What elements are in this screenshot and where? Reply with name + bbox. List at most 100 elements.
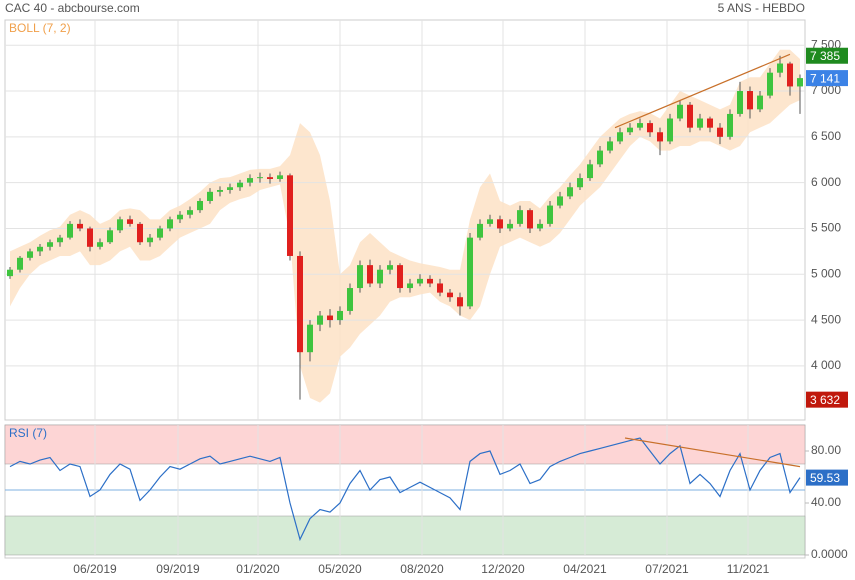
candle-body xyxy=(747,91,753,110)
candle-body xyxy=(337,310,343,321)
candle-body xyxy=(187,210,193,215)
candle-body xyxy=(527,210,533,229)
candle-body xyxy=(107,230,113,243)
candle-body xyxy=(227,187,233,190)
y-tick-label: 5 000 xyxy=(811,266,841,280)
candle-body xyxy=(117,219,123,231)
candle-body xyxy=(47,242,53,247)
candle-body xyxy=(387,265,393,270)
candle-body xyxy=(307,324,313,353)
y-tick-label: 7 000 xyxy=(811,83,841,97)
y-tick-label: 6 500 xyxy=(811,129,841,143)
candle-body xyxy=(457,297,463,307)
candle-body xyxy=(657,132,663,142)
value-box xyxy=(806,70,848,87)
candle-body xyxy=(437,283,443,293)
value-box xyxy=(806,469,848,486)
x-tick-label: 09/2019 xyxy=(156,562,200,576)
candle-body xyxy=(317,315,323,325)
candle-body xyxy=(677,104,683,119)
candle-body xyxy=(77,223,83,229)
candle-body xyxy=(427,278,433,284)
candle-body xyxy=(517,210,523,224)
candle-body xyxy=(67,223,73,238)
value-label: 7 385 xyxy=(810,49,840,63)
x-tick-label: 06/2019 xyxy=(73,562,117,576)
candle-body xyxy=(377,269,383,284)
candle-body xyxy=(407,283,413,289)
candle-body xyxy=(647,123,653,133)
rsi-line xyxy=(9,437,801,542)
candle-body xyxy=(497,219,503,229)
candle-body xyxy=(97,242,103,247)
value-box xyxy=(806,47,848,64)
candle-body xyxy=(177,214,183,220)
candle-body xyxy=(587,164,593,179)
candle-body xyxy=(447,292,453,298)
value-box xyxy=(806,391,848,408)
candle-body xyxy=(467,237,473,307)
candle-body xyxy=(767,72,773,96)
candle-body xyxy=(777,63,783,73)
candle-body xyxy=(787,63,793,87)
candle-body xyxy=(607,141,613,151)
chart-title: CAC 40 - abcbourse.com xyxy=(5,1,140,15)
candle-body xyxy=(577,178,583,188)
candle-body xyxy=(507,223,513,229)
x-tick-label: 11/2021 xyxy=(727,562,770,576)
x-tick-label: 08/2020 xyxy=(400,562,444,576)
y-tick-label: 40.00 xyxy=(811,495,841,509)
candle-body xyxy=(217,189,223,192)
candle-body xyxy=(267,177,273,179)
candle-body xyxy=(487,219,493,224)
y-tick-label: 5 500 xyxy=(811,221,841,235)
x-tick-label: 07/2021 xyxy=(645,562,689,576)
candle-body xyxy=(127,219,133,224)
candle-body xyxy=(627,127,633,133)
candle-body xyxy=(727,113,733,137)
candle-body xyxy=(737,91,743,114)
candle-body xyxy=(37,246,43,252)
candle-body xyxy=(277,175,283,179)
x-tick-label: 01/2020 xyxy=(236,562,280,576)
candle-body xyxy=(537,223,543,229)
rsi-zone xyxy=(4,515,806,556)
candle-body xyxy=(157,228,163,238)
candle-body xyxy=(707,118,713,128)
candle-body xyxy=(397,265,403,289)
candle-body xyxy=(637,123,643,128)
candle-body xyxy=(147,237,153,243)
candle-body xyxy=(757,95,763,110)
candle-body xyxy=(667,118,673,142)
candle-body xyxy=(797,78,803,87)
candle-body xyxy=(237,182,243,188)
y-tick-label: 4 500 xyxy=(811,312,841,326)
candle-body xyxy=(87,228,93,247)
candle-body xyxy=(297,255,303,353)
y-tick-label: 80.00 xyxy=(811,443,841,457)
value-label: 59.53 xyxy=(810,471,840,485)
y-tick-label: 4 000 xyxy=(811,358,841,372)
rsi-layer: 0.0000 40.00 80.00 06/2019 09/2019 01/2020 05/… xyxy=(4,424,848,576)
candle-body xyxy=(57,237,63,243)
candle-body xyxy=(167,219,173,229)
candle-body xyxy=(617,132,623,142)
candle-body xyxy=(287,175,293,256)
trend-line xyxy=(624,437,801,468)
candle-body xyxy=(567,187,573,197)
y-tick-label: 6 000 xyxy=(811,175,841,189)
candle-body xyxy=(347,288,353,311)
chart-subtitle: 5 ANS - HEBDO xyxy=(718,1,805,15)
legend-entry: RSI (7) xyxy=(9,426,47,440)
candle-body xyxy=(597,150,603,165)
candle-body xyxy=(207,191,213,201)
candle-body xyxy=(547,205,553,224)
x-tick-label: 04/2021 xyxy=(563,562,607,576)
candle-body xyxy=(257,177,263,179)
candle-body xyxy=(367,265,373,284)
rsi-zone xyxy=(4,424,806,465)
layer: 0.0000 40.00 80.00 06/2019 09/2019 01/2020 05/… xyxy=(4,20,848,576)
candle-body xyxy=(327,315,333,321)
